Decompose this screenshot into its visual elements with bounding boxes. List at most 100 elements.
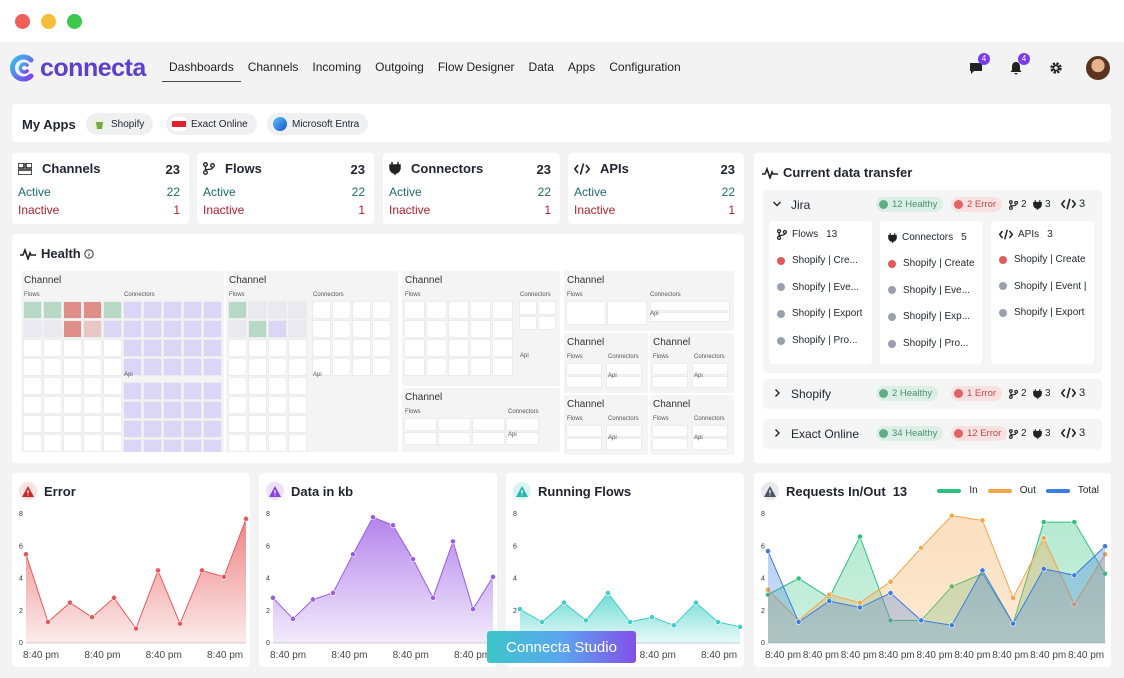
health-cell[interactable] bbox=[123, 420, 142, 438]
stat-card-channels[interactable]: Channels 23 Active 22 Inactive 1 bbox=[12, 153, 189, 224]
health-cell[interactable] bbox=[268, 415, 287, 433]
health-cell[interactable] bbox=[538, 316, 556, 330]
legend-item-total[interactable]: Total bbox=[1045, 485, 1099, 496]
health-channel-block[interactable]: Channel Flows Connectors Api bbox=[564, 395, 648, 455]
data-point[interactable] bbox=[23, 551, 29, 558]
health-cell[interactable] bbox=[650, 312, 730, 322]
data-point[interactable] bbox=[765, 548, 771, 554]
health-cell[interactable] bbox=[63, 434, 82, 452]
nav-configuration[interactable]: Configuration bbox=[609, 60, 681, 74]
health-channel-block[interactable]: Channel Flows Connectors Api bbox=[21, 271, 224, 452]
health-cell[interactable] bbox=[23, 434, 42, 452]
health-cell[interactable] bbox=[652, 363, 688, 375]
health-cell[interactable] bbox=[183, 382, 202, 400]
data-point[interactable] bbox=[795, 575, 802, 582]
data-point[interactable] bbox=[1040, 565, 1047, 572]
health-cell[interactable] bbox=[103, 320, 122, 338]
health-cell[interactable] bbox=[248, 377, 267, 395]
stat-card-connectors[interactable]: Connectors 23 Active 22 Inactive 1 bbox=[383, 153, 560, 224]
data-point[interactable] bbox=[1102, 543, 1108, 550]
health-cell[interactable] bbox=[404, 358, 425, 376]
health-cell[interactable] bbox=[606, 438, 642, 450]
health-cell[interactable] bbox=[506, 418, 539, 431]
health-cell[interactable] bbox=[248, 434, 267, 452]
health-cell[interactable] bbox=[103, 358, 122, 376]
data-point[interactable] bbox=[450, 538, 456, 545]
health-cell[interactable] bbox=[268, 358, 287, 376]
health-cell[interactable] bbox=[123, 301, 142, 319]
health-cell[interactable] bbox=[472, 432, 505, 445]
health-channel-block[interactable]: Channel Flows Connectors Api bbox=[402, 388, 560, 452]
health-cell[interactable] bbox=[332, 320, 351, 338]
health-cell[interactable] bbox=[203, 358, 222, 376]
health-cell[interactable] bbox=[228, 358, 247, 376]
health-cell[interactable] bbox=[426, 358, 447, 376]
health-cell[interactable] bbox=[426, 320, 447, 338]
health-cell[interactable] bbox=[448, 339, 469, 357]
health-cell[interactable] bbox=[143, 439, 162, 452]
data-point[interactable] bbox=[826, 591, 833, 598]
data-point[interactable] bbox=[857, 533, 863, 540]
health-cell[interactable] bbox=[23, 396, 42, 414]
transfer-row-exact-online[interactable]: Exact Online 34 Healthy 12 Error 2 3 3 bbox=[763, 419, 1102, 449]
health-cell[interactable] bbox=[163, 401, 182, 419]
health-cell[interactable] bbox=[352, 301, 371, 319]
health-cell[interactable] bbox=[123, 320, 142, 338]
list-item[interactable]: Shopify | Exp... bbox=[888, 311, 970, 322]
close-window-button[interactable] bbox=[15, 14, 30, 29]
health-cell[interactable] bbox=[506, 432, 539, 445]
health-cell[interactable] bbox=[248, 396, 267, 414]
health-cell[interactable] bbox=[63, 320, 82, 338]
health-cell[interactable] bbox=[492, 358, 513, 376]
health-cell[interactable] bbox=[43, 358, 62, 376]
health-cell[interactable] bbox=[163, 339, 182, 357]
app-chip-shopify[interactable]: Shopify bbox=[86, 113, 154, 135]
health-cell[interactable] bbox=[23, 415, 42, 433]
health-cell[interactable] bbox=[692, 425, 728, 437]
health-cell[interactable] bbox=[404, 432, 437, 445]
data-point[interactable] bbox=[627, 619, 633, 625]
health-cell[interactable] bbox=[203, 401, 222, 419]
chevron-right-icon[interactable] bbox=[772, 388, 782, 398]
health-cell[interactable] bbox=[183, 320, 202, 338]
health-cell[interactable] bbox=[43, 320, 62, 338]
health-cell[interactable] bbox=[203, 420, 222, 438]
health-cell[interactable] bbox=[448, 358, 469, 376]
data-point[interactable] bbox=[390, 522, 396, 529]
data-point[interactable] bbox=[887, 590, 894, 596]
data-point[interactable] bbox=[1071, 519, 1078, 525]
data-point[interactable] bbox=[111, 594, 117, 601]
health-cell[interactable] bbox=[607, 301, 647, 325]
health-cell[interactable] bbox=[83, 396, 102, 414]
health-cell[interactable] bbox=[23, 320, 42, 338]
health-cell[interactable] bbox=[288, 396, 307, 414]
data-point[interactable] bbox=[948, 622, 955, 629]
health-cell[interactable] bbox=[63, 415, 82, 433]
health-cell[interactable] bbox=[43, 415, 62, 433]
health-cell[interactable] bbox=[312, 358, 331, 376]
health-channel-block[interactable]: Channel Flows Connectors Api bbox=[650, 333, 734, 393]
health-cell[interactable] bbox=[312, 301, 331, 319]
data-point[interactable] bbox=[979, 567, 986, 574]
health-cell[interactable] bbox=[372, 339, 391, 357]
chevron-down-icon[interactable] bbox=[772, 199, 782, 209]
health-cell[interactable] bbox=[692, 376, 728, 388]
data-point[interactable] bbox=[857, 604, 863, 611]
data-point[interactable] bbox=[270, 594, 276, 601]
data-point[interactable] bbox=[350, 551, 356, 558]
health-cell[interactable] bbox=[143, 382, 162, 400]
nav-channels[interactable]: Channels bbox=[247, 60, 299, 74]
health-cell[interactable] bbox=[83, 377, 102, 395]
health-cell[interactable] bbox=[492, 339, 513, 357]
transfer-row-shopify[interactable]: Shopify 2 Healthy 1 Error 2 3 3 bbox=[763, 379, 1102, 409]
health-cell[interactable] bbox=[228, 301, 247, 319]
health-cell[interactable] bbox=[183, 420, 202, 438]
health-cell[interactable] bbox=[83, 320, 102, 338]
stat-card-apis[interactable]: APIs 23 Active 22 Inactive 1 bbox=[568, 153, 744, 224]
data-point[interactable] bbox=[649, 614, 655, 621]
health-cell[interactable] bbox=[228, 415, 247, 433]
list-item[interactable]: Shopify | Pro... bbox=[888, 338, 968, 349]
health-cell[interactable] bbox=[203, 320, 222, 338]
list-item[interactable]: Shopify | Export bbox=[999, 307, 1084, 318]
data-point[interactable] bbox=[470, 606, 476, 613]
